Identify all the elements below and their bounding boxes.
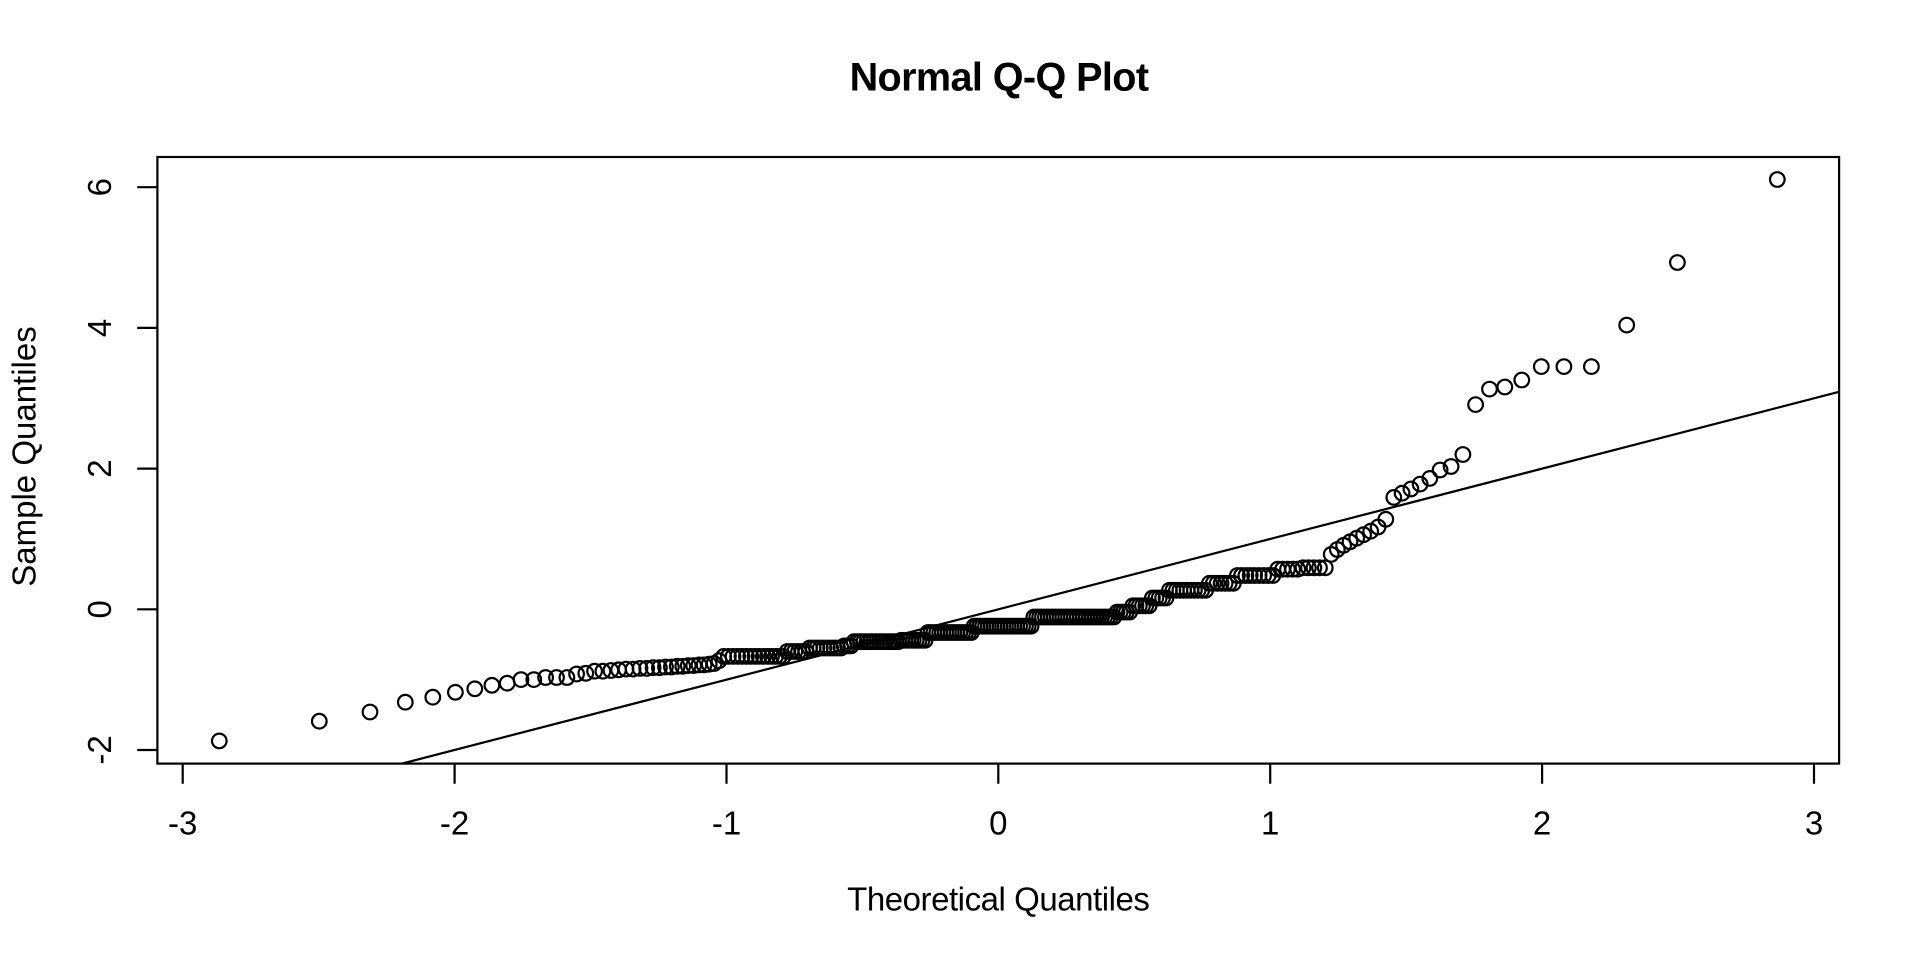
svg-text:-2: -2 — [440, 805, 469, 842]
svg-text:Normal Q-Q Plot: Normal Q-Q Plot — [850, 56, 1149, 100]
svg-text:Sample Quantiles: Sample Quantiles — [6, 326, 43, 586]
svg-text:-2: -2 — [81, 735, 118, 764]
svg-text:-3: -3 — [168, 805, 197, 842]
svg-text:Theoretical Quantiles: Theoretical Quantiles — [847, 880, 1149, 917]
svg-text:3: 3 — [1805, 805, 1823, 842]
svg-text:1: 1 — [1261, 805, 1279, 842]
svg-text:0: 0 — [81, 600, 118, 618]
svg-text:4: 4 — [81, 319, 118, 337]
svg-text:6: 6 — [81, 178, 118, 196]
svg-text:0: 0 — [989, 805, 1007, 842]
svg-text:2: 2 — [81, 459, 118, 477]
svg-text:2: 2 — [1533, 805, 1551, 842]
svg-text:-1: -1 — [712, 805, 741, 842]
